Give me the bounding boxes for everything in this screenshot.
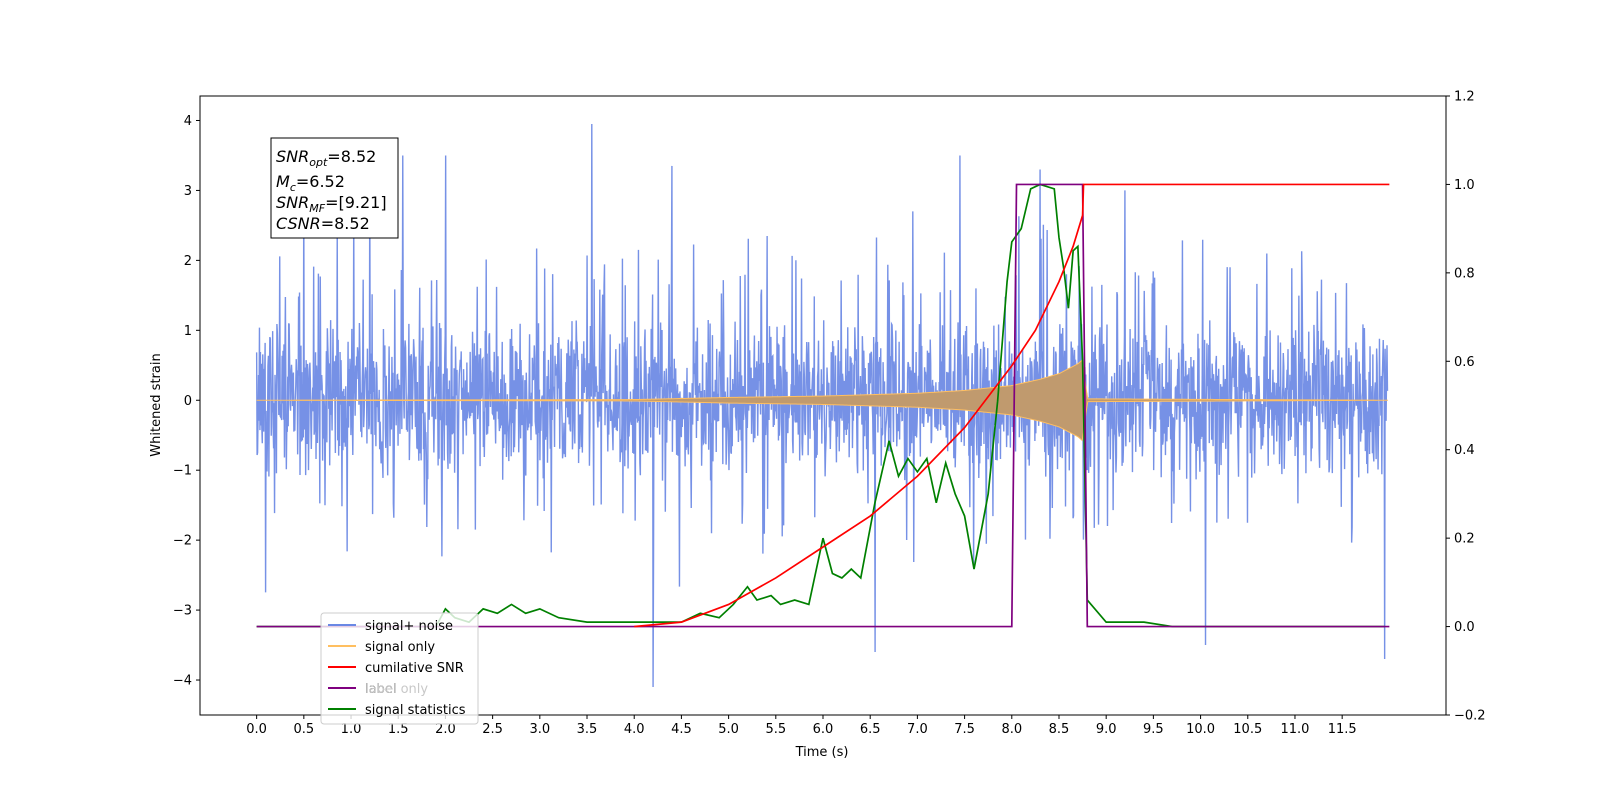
y-tick-label: −2 (173, 534, 192, 549)
series-cumulative-snr (634, 183, 1390, 628)
legend-label-label: label (365, 682, 396, 697)
y2-tick-label: 1.2 (1454, 90, 1475, 105)
x-axis: 0.0 0.5 1.0 1.5 2.0 2.5 3.0 3.5 4.0 4.5 5.0 5.5 6.0 6… (246, 715, 1357, 737)
legend-label-signal-noise: signal+ noise (365, 619, 453, 634)
y-tick-label: 3 (184, 184, 192, 199)
x-tick-label: 3.5 (577, 722, 598, 737)
annotation-snr-opt: SNRopt=8.52 (276, 147, 376, 169)
x-tick-label: 4.0 (624, 722, 645, 737)
x-tick-label: 10.5 (1233, 722, 1262, 737)
series-signal-statistics (256, 183, 1385, 628)
x-tick-label: 5.5 (765, 722, 786, 737)
x-tick-label: 3.0 (529, 722, 550, 737)
y2-tick-label: 1.0 (1454, 178, 1475, 193)
x-tick-label: 2.0 (435, 722, 456, 737)
legend-label-label-only: label only (365, 682, 428, 697)
series-signal-only (256, 359, 1388, 442)
legend-label-signal-only: signal only (365, 640, 435, 655)
y-tick-label: 1 (184, 324, 192, 339)
legend: signal+ noise signal only cumilative SNR… (320, 612, 479, 725)
annotation-snr-mf: SNRMF=[9.21] (276, 193, 387, 215)
x-tick-label: 11.5 (1328, 722, 1357, 737)
x-tick-label: 11.0 (1280, 722, 1309, 737)
x-tick-label: 0.0 (246, 722, 267, 737)
legend-label-cumulative-snr: cumilative SNR (365, 661, 464, 676)
x-tick-label: 5.0 (718, 722, 739, 737)
y-tick-label: 0 (184, 394, 192, 409)
y-tick-label: 4 (184, 114, 192, 129)
y2-tick-label: −0.2 (1454, 709, 1486, 724)
x-tick-label: 6.0 (813, 722, 834, 737)
annotation-chirp-mass: Mc=6.52 (276, 172, 345, 194)
x-tick-label: 2.5 (482, 722, 503, 737)
y2-tick-label: 0.4 (1454, 443, 1475, 458)
x-tick-label: 1.5 (388, 722, 409, 737)
series-signal-noise (255, 123, 1389, 688)
y-tick-label: −3 (173, 604, 192, 619)
annotation-frame (270, 137, 399, 239)
x-tick-label: 8.5 (1049, 722, 1070, 737)
plot-area (255, 123, 1390, 688)
y-tick-label: −4 (173, 674, 192, 689)
series-label (256, 183, 1390, 628)
x-tick-label: 0.5 (293, 722, 314, 737)
x-tick-label: 7.0 (907, 722, 928, 737)
y-axis-right: −0.2 0.0 0.2 0.4 0.6 0.8 1.0 1.2 (1446, 90, 1486, 724)
x-tick-label: 9.0 (1096, 722, 1117, 737)
y2-tick-label: 0.2 (1454, 532, 1475, 547)
y-axis-label: Whitened strain (149, 353, 164, 456)
x-tick-label: 8.0 (1001, 722, 1022, 737)
legend-frame (320, 612, 479, 725)
y-axis-left: −4 −3 −2 −1 0 1 2 3 4 (173, 114, 200, 689)
annotation-csnr: CSNR=8.52 (276, 214, 370, 233)
x-tick-label: 7.5 (954, 722, 975, 737)
x-tick-label: 6.5 (860, 722, 881, 737)
y-tick-label: 2 (184, 254, 192, 269)
x-tick-label: 1.0 (341, 722, 362, 737)
x-tick-label: 10.0 (1186, 722, 1215, 737)
x-tick-label: 4.5 (671, 722, 692, 737)
y2-tick-label: 0.8 (1454, 266, 1475, 281)
y-tick-label: −1 (173, 464, 192, 479)
y2-tick-label: 0.6 (1454, 355, 1475, 370)
y2-tick-label: 0.0 (1454, 620, 1475, 635)
x-axis-label: Time (s) (795, 745, 849, 760)
x-tick-label: 9.5 (1143, 722, 1164, 737)
legend-label-signal-statistics: signal statistics (365, 703, 466, 718)
annotation-box: SNRopt=8.52 Mc=6.52 SNRMF=[9.21] CSNR=8.… (270, 137, 399, 239)
